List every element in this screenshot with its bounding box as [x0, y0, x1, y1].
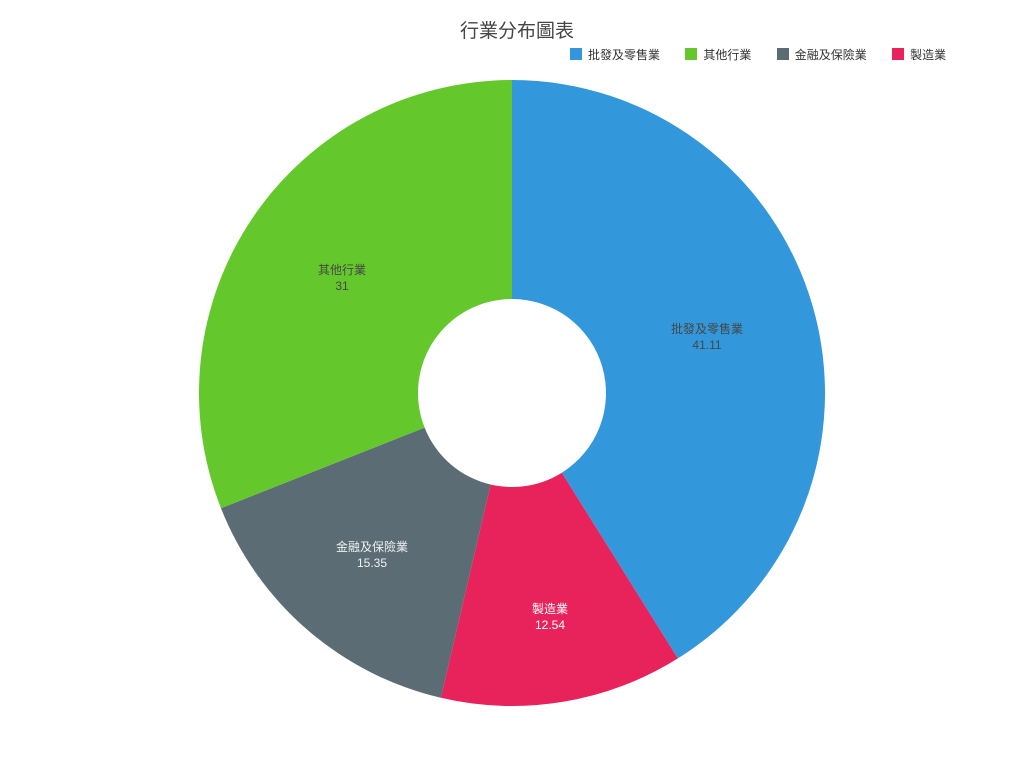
- svg-text:金融及保險業: 金融及保險業: [336, 539, 408, 554]
- svg-text:12.54: 12.54: [535, 618, 565, 632]
- svg-text:其他行業: 其他行業: [318, 263, 366, 277]
- svg-text:31: 31: [335, 279, 349, 293]
- svg-text:15.35: 15.35: [357, 556, 387, 570]
- svg-text:製造業: 製造業: [532, 602, 568, 616]
- svg-text:批發及零售業: 批發及零售業: [671, 321, 743, 336]
- svg-text:41.11: 41.11: [692, 338, 721, 352]
